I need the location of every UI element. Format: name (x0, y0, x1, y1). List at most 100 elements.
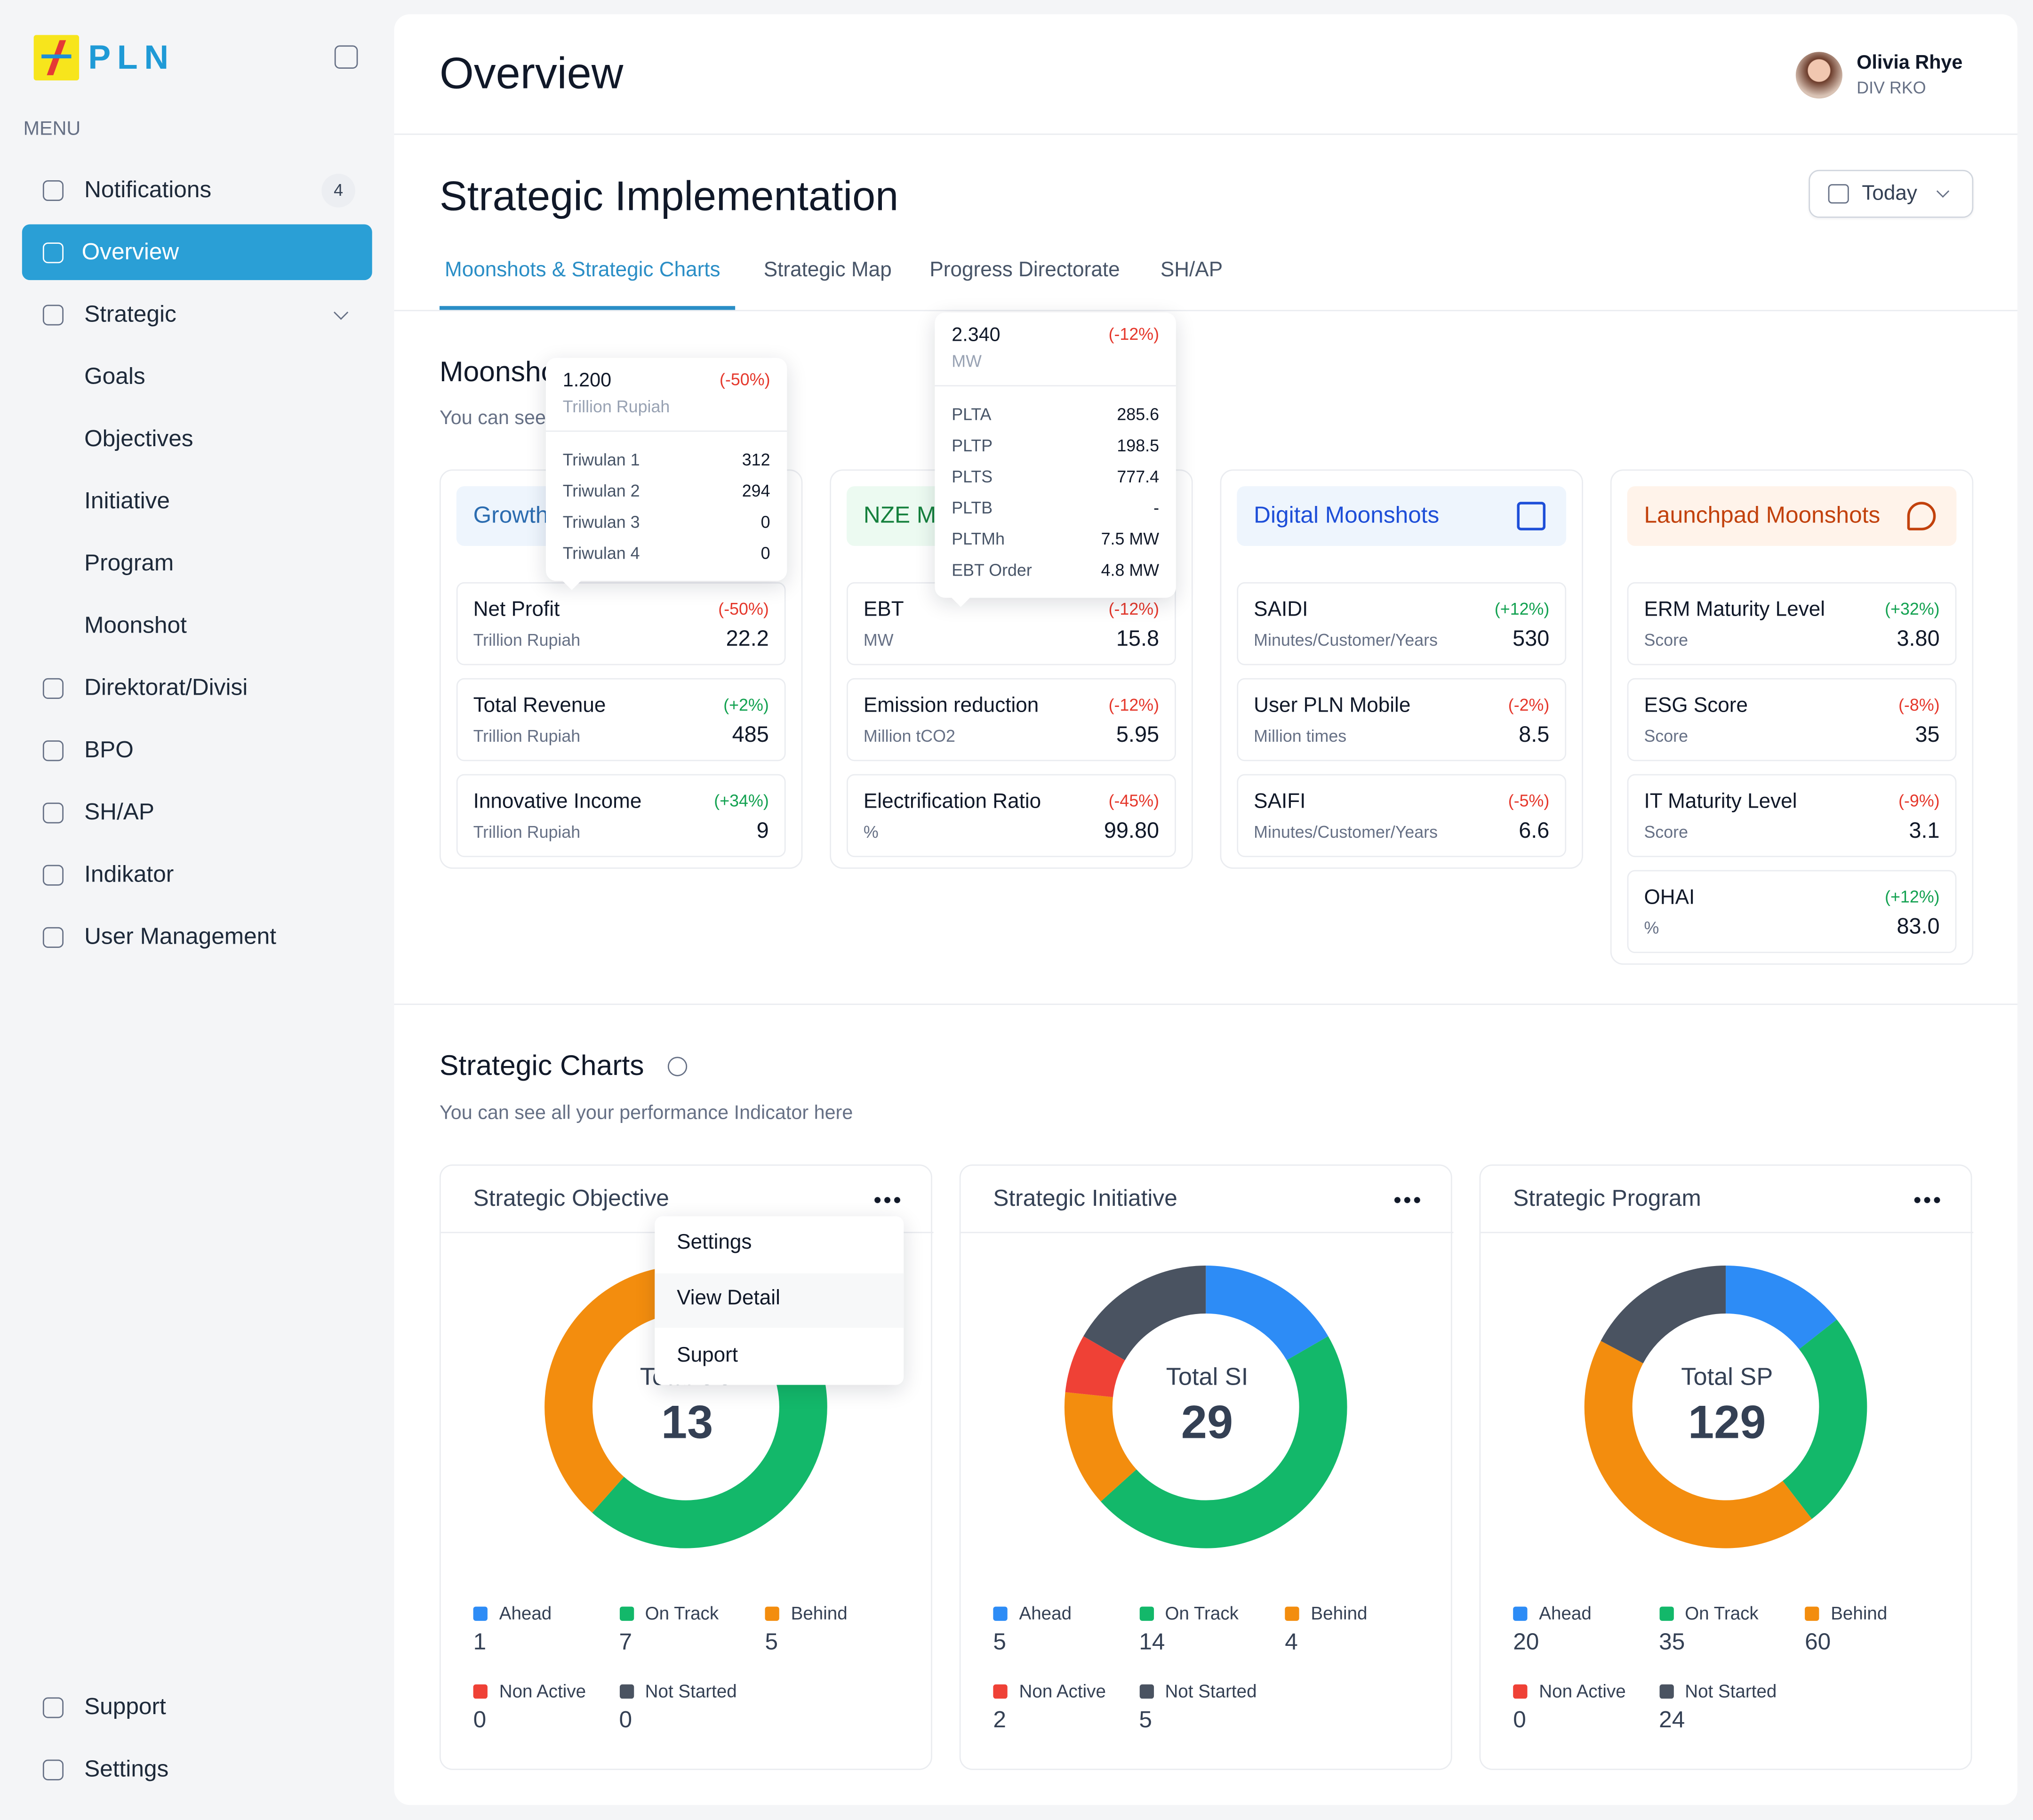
submenu-item[interactable]: Goals (84, 363, 145, 390)
collapse-button[interactable] (334, 45, 358, 69)
kpi-item[interactable]: Electrification Ratio% (-45%) 99.80 (847, 774, 1176, 858)
context-menu-item[interactable]: Settings (677, 1231, 752, 1254)
legend-label: Non Active (1539, 1681, 1626, 1702)
tooltip-row-value: - (1153, 497, 1160, 517)
tooltip-unit: MW (952, 351, 982, 371)
kpi-item[interactable]: Innovative Income Trillion Rupiah (+34%) 9 (456, 774, 786, 858)
donut-segment (1101, 1336, 1347, 1548)
legend-value: 1 (473, 1629, 487, 1655)
center-total: 13 (661, 1395, 713, 1449)
tooltip-row-value: 0 (760, 512, 770, 532)
kpi-item[interactable]: User PLN Mobile Million times (-2%) 8.5 (1237, 678, 1567, 762)
tooltip-row-label: PLTB (952, 497, 993, 517)
kpi-item[interactable]: ERM Maturity Level Score (+32%) 3.80 (1627, 582, 1957, 665)
legend-label: Not Started (1165, 1681, 1257, 1702)
submenu-item[interactable]: Program (84, 550, 174, 577)
menu-hover (655, 1273, 904, 1328)
card-divider (1481, 1232, 1974, 1234)
menu-item[interactable]: BPO (84, 737, 134, 763)
donut-segment (1065, 1336, 1126, 1398)
legend-swatch (765, 1606, 779, 1621)
legend-label: Ahead (1539, 1603, 1592, 1624)
menu-icon (42, 802, 64, 824)
legend-label: Behind (1311, 1603, 1368, 1624)
legend-label: Not Started (645, 1681, 737, 1702)
kpi-item[interactable]: Net Profit Trillion Rupiah (-50%) 22.2 (456, 582, 786, 665)
header-divider (394, 133, 2017, 135)
menu-item[interactable]: Settings (84, 1756, 169, 1782)
menu-icon (42, 927, 64, 948)
kpi-change: (+12%) (1885, 887, 1940, 906)
moonshot-header (1627, 486, 1957, 546)
menu-icon (42, 305, 64, 326)
kpi-item[interactable]: ESG Score Score (-8%) 35 (1627, 678, 1957, 762)
menu-item[interactable]: SH/AP (84, 799, 154, 826)
menu-item[interactable]: Overview (81, 239, 179, 265)
kpi-change: (+12%) (1494, 599, 1550, 618)
section-title: Strategic Implementation (439, 172, 899, 219)
more-button[interactable] (1392, 1196, 1421, 1203)
submenu-item[interactable]: Moonshot (84, 612, 187, 639)
legend-swatch (473, 1684, 488, 1699)
menu-item[interactable]: Notifications (84, 176, 212, 203)
center-label: Total SI (1166, 1364, 1249, 1392)
context-menu-item[interactable]: View Detail (677, 1288, 780, 1310)
tab[interactable]: Strategic Map (763, 259, 892, 281)
kpi-item[interactable]: Total Revenue Trillion Rupiah (+2%) 485 (456, 678, 786, 762)
date-filter[interactable] (1809, 169, 1974, 218)
menu-icon (42, 242, 64, 264)
context-menu: Settings View Detail Suport (655, 1216, 904, 1385)
more-button[interactable] (872, 1196, 901, 1203)
kpi-item[interactable]: Emission reduction Million tCO2 (-12%) 5.95 (847, 678, 1176, 762)
tooltip-value: 1.200 (562, 369, 612, 391)
kpi-name: Electrification Ratio (863, 791, 1041, 813)
menu-item[interactable]: Support (84, 1694, 166, 1720)
kpi-change: (-5%) (1508, 791, 1550, 810)
moonshot-card: Launchpad Moonshots ERM Maturity Level Sco… (1610, 469, 1974, 965)
kpi-item[interactable]: SAIDI Minutes/Customer/Years (+12%) 530 (1237, 582, 1567, 665)
kpi-change: (+2%) (723, 695, 769, 714)
tooltip-change: (-50%) (720, 369, 770, 389)
legend-swatch (993, 1684, 1008, 1699)
tooltip-row-value: 294 (742, 481, 770, 501)
logo-text: PLN (88, 37, 175, 76)
legend-value: 0 (1513, 1707, 1526, 1733)
submenu-item[interactable]: Initiative (84, 488, 170, 514)
kpi-value: 83.0 (1897, 914, 1940, 939)
context-menu-item[interactable]: Suport (677, 1344, 738, 1367)
center-total: 29 (1181, 1395, 1233, 1449)
menu-item[interactable]: Indikator (84, 861, 174, 888)
donut-chart (1584, 1265, 1867, 1548)
donut-segment (544, 1265, 687, 1513)
legend-label: Non Active (499, 1681, 586, 1702)
tab-underline (439, 306, 736, 310)
kpi-value: 22.2 (726, 626, 769, 651)
tab[interactable]: Moonshots & Strategic Charts (444, 259, 720, 281)
section-divider (394, 1003, 2017, 1005)
kpi-item[interactable]: OHAI% (+12%) 83.0 (1627, 870, 1957, 953)
submenu-item[interactable]: Objectives (84, 425, 193, 452)
tab[interactable]: SH/AP (1160, 259, 1223, 281)
more-button[interactable] (1912, 1196, 1941, 1203)
menu-item[interactable]: Strategic (84, 301, 176, 328)
user-name: Olivia Rhye (1857, 51, 1963, 73)
kpi-value: 9 (756, 818, 769, 843)
kpi-item[interactable]: SAIFI Minutes/Customer/Years (-5%) 6.6 (1237, 774, 1567, 858)
avatar (1795, 52, 1842, 99)
kpi-unit: Score (1644, 726, 1689, 746)
logo-mark (33, 35, 80, 80)
legend-swatch (619, 1606, 633, 1621)
legend-swatch (473, 1606, 488, 1621)
menu-item[interactable]: Direktorat/Divisi (84, 674, 248, 701)
menu-item[interactable]: User Management (84, 923, 277, 950)
kpi-value: 5.95 (1116, 722, 1160, 747)
date-filter-label: Today (1862, 182, 1917, 205)
badge: 4 (321, 174, 355, 208)
kpi-change: (-9%) (1898, 791, 1940, 810)
kpi-name: Innovative Income (473, 791, 642, 813)
tab[interactable]: Progress Directorate (929, 259, 1120, 281)
legend-swatch (1139, 1606, 1153, 1621)
legend-value: 60 (1805, 1629, 1831, 1655)
legend-swatch (1513, 1684, 1528, 1699)
kpi-item[interactable]: IT Maturity Level Score (-9%) 3.1 (1627, 774, 1957, 858)
